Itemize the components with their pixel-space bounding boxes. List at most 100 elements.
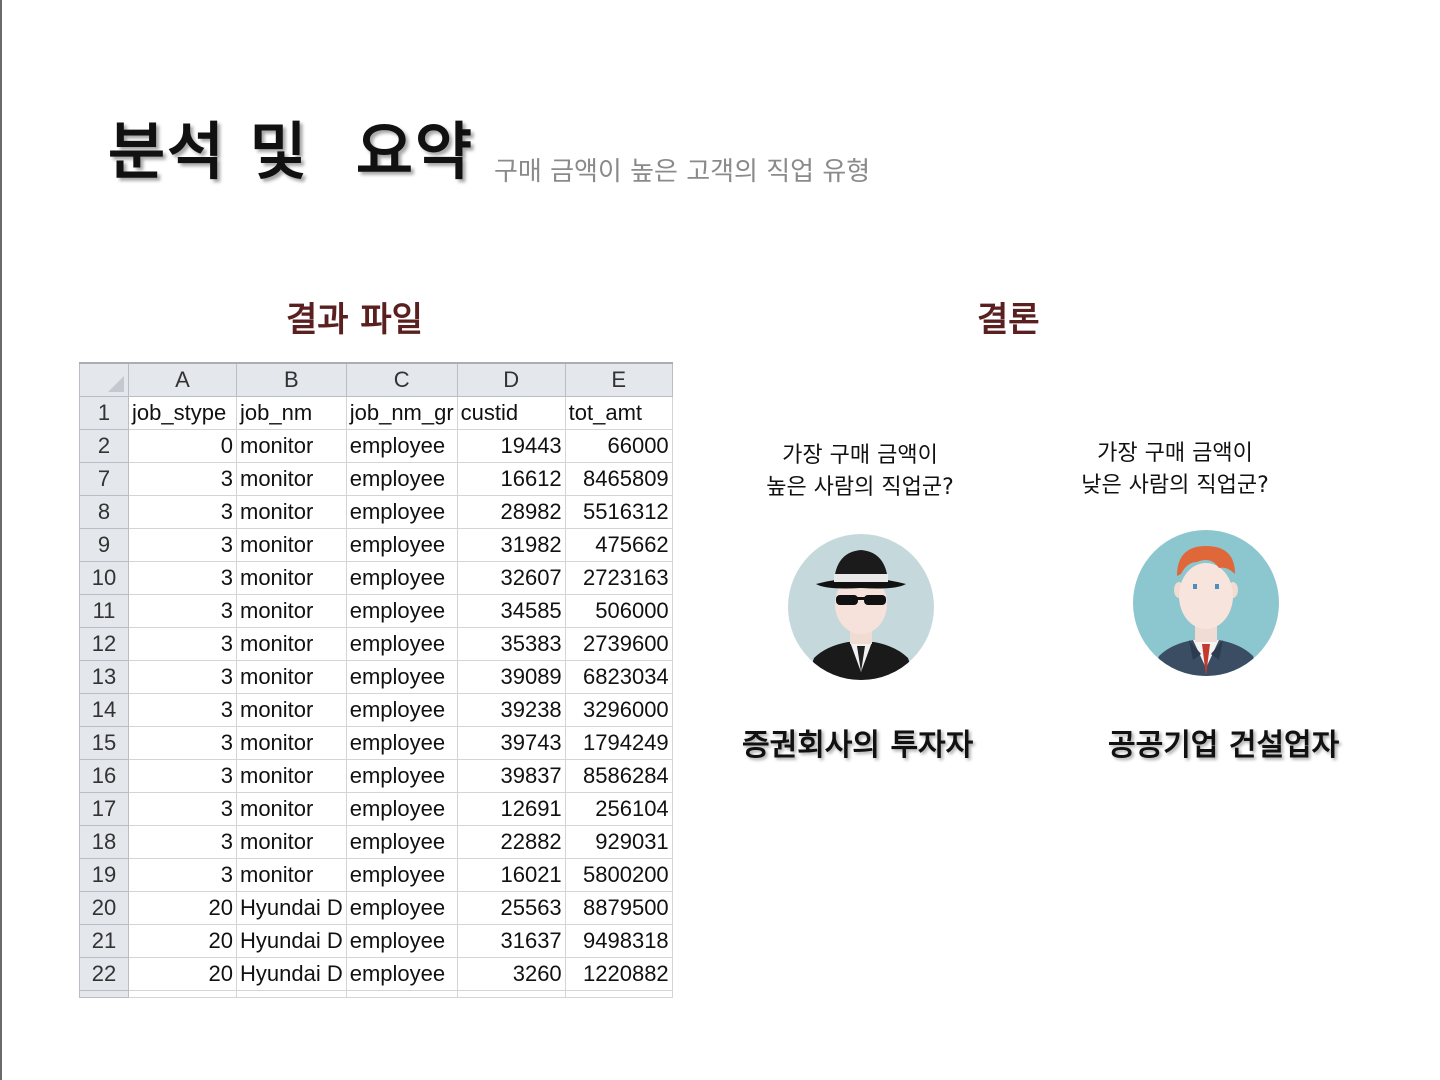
column-header-a[interactable]: A [128, 362, 237, 397]
cell-col-c[interactable]: employee [345, 759, 458, 793]
cell-col-c[interactable]: employee [345, 693, 458, 727]
cell-col-a[interactable]: 3 [128, 528, 237, 562]
cell-col-b[interactable]: monitor [236, 495, 347, 529]
row-header[interactable]: 17 [79, 792, 129, 826]
cell-col-a[interactable]: 3 [128, 792, 237, 826]
cell-col-b[interactable]: monitor [236, 726, 347, 760]
cell-col-d[interactable]: custid [456, 396, 566, 430]
row-header[interactable]: 20 [79, 891, 129, 925]
cell-col-b[interactable]: monitor [236, 429, 347, 463]
cell-col-d[interactable]: 39837 [456, 759, 566, 793]
cell-col-a[interactable]: 20 [128, 891, 237, 925]
cell-col-d[interactable]: 19443 [456, 429, 566, 463]
cell-col-b[interactable]: monitor [236, 528, 347, 562]
cell-col-e[interactable]: 8465809 [564, 462, 673, 496]
cell-col-c[interactable]: employee [345, 660, 458, 694]
row-header[interactable]: 19 [79, 858, 129, 892]
row-header[interactable]: 8 [79, 495, 129, 529]
cell-col-a[interactable]: 3 [128, 858, 237, 892]
cell-col-a[interactable]: 3 [128, 462, 237, 496]
cell-col-e[interactable]: 6823034 [564, 660, 673, 694]
cell-col-c[interactable]: job_nm_gr [345, 396, 458, 430]
row-header[interactable]: 18 [79, 825, 129, 859]
cell-col-b[interactable]: job_nm [236, 396, 347, 430]
cell-col-d[interactable]: 3260 [456, 957, 566, 991]
cell-col-b[interactable]: monitor [236, 693, 347, 727]
cell-col-e[interactable]: 5800200 [564, 858, 673, 892]
cell-col-d[interactable]: 28982 [456, 495, 566, 529]
cell-col-c[interactable]: employee [345, 627, 458, 661]
cell-col-a[interactable]: 3 [128, 594, 237, 628]
cell-col-a[interactable]: 3 [128, 726, 237, 760]
cell-col-b[interactable]: Hyundai D [236, 924, 347, 958]
cell-col-c[interactable]: employee [345, 462, 458, 496]
cell-col-c[interactable]: employee [345, 594, 458, 628]
cell-col-c[interactable]: employee [345, 429, 458, 463]
cell-col-c[interactable]: employee [345, 957, 458, 991]
cell-col-d[interactable]: 39238 [456, 693, 566, 727]
cell-col-c[interactable]: employee [345, 792, 458, 826]
cell-col-b[interactable]: Hyundai D [236, 891, 347, 925]
row-header[interactable]: 15 [79, 726, 129, 760]
cell-col-c[interactable]: employee [345, 825, 458, 859]
cell-col-c[interactable]: employee [345, 858, 458, 892]
cell-col-c[interactable]: employee [345, 561, 458, 595]
cell-col-d[interactable]: 39743 [456, 726, 566, 760]
select-all-corner[interactable] [79, 362, 129, 397]
cell-col-e[interactable]: 8879500 [564, 891, 673, 925]
row-header[interactable]: 21 [79, 924, 129, 958]
cell-col-e[interactable]: 5516312 [564, 495, 673, 529]
row-header[interactable]: 12 [79, 627, 129, 661]
cell-col-e[interactable]: 1794249 [564, 726, 673, 760]
row-header[interactable]: 22 [79, 957, 129, 991]
row-header[interactable]: 11 [79, 594, 129, 628]
row-header[interactable]: 1 [79, 396, 129, 430]
cell-col-c[interactable]: employee [345, 891, 458, 925]
cell-col-e[interactable]: 256104 [564, 792, 673, 826]
cell-col-e[interactable]: 9498318 [564, 924, 673, 958]
row-header[interactable]: 13 [79, 660, 129, 694]
cell-col-e[interactable]: 8586284 [564, 759, 673, 793]
cell-col-d[interactable]: 12691 [456, 792, 566, 826]
cell-col-d[interactable]: 35383 [456, 627, 566, 661]
column-header-b[interactable]: B [236, 362, 347, 397]
cell-col-b[interactable]: monitor [236, 759, 347, 793]
cell-col-e[interactable]: tot_amt [564, 396, 673, 430]
cell-col-b[interactable]: monitor [236, 561, 347, 595]
cell-col-e[interactable]: 929031 [564, 825, 673, 859]
column-header-c[interactable]: C [345, 362, 458, 397]
cell-col-d[interactable]: 34585 [456, 594, 566, 628]
cell-col-d[interactable]: 39089 [456, 660, 566, 694]
cell-col-a[interactable]: 3 [128, 561, 237, 595]
cell-col-a[interactable]: 20 [128, 957, 237, 991]
cell-col-e[interactable]: 2739600 [564, 627, 673, 661]
row-header[interactable]: 2 [79, 429, 129, 463]
cell-col-b[interactable]: monitor [236, 627, 347, 661]
column-header-e[interactable]: E [564, 362, 673, 397]
cell-col-e[interactable]: 1220882 [564, 957, 673, 991]
cell-col-b[interactable]: monitor [236, 858, 347, 892]
cell-col-a[interactable]: 20 [128, 924, 237, 958]
cell-col-b[interactable]: monitor [236, 594, 347, 628]
cell-col-d[interactable]: 31982 [456, 528, 566, 562]
cell-col-a[interactable]: 3 [128, 495, 237, 529]
cell-col-d[interactable]: 16021 [456, 858, 566, 892]
cell-col-e[interactable]: 2723163 [564, 561, 673, 595]
cell-col-a[interactable]: 3 [128, 693, 237, 727]
cell-col-d[interactable]: 32607 [456, 561, 566, 595]
cell-col-b[interactable]: monitor [236, 462, 347, 496]
row-header[interactable]: 16 [79, 759, 129, 793]
cell-col-e[interactable]: 3296000 [564, 693, 673, 727]
cell-col-a[interactable]: 3 [128, 627, 237, 661]
row-header[interactable]: 9 [79, 528, 129, 562]
cell-col-a[interactable]: 3 [128, 825, 237, 859]
cell-col-c[interactable]: employee [345, 495, 458, 529]
row-header[interactable]: 10 [79, 561, 129, 595]
cell-col-b[interactable]: monitor [236, 660, 347, 694]
cell-col-e[interactable]: 475662 [564, 528, 673, 562]
cell-col-d[interactable]: 31637 [456, 924, 566, 958]
cell-col-a[interactable]: 3 [128, 660, 237, 694]
cell-col-a[interactable]: job_stype [128, 396, 237, 430]
cell-col-a[interactable]: 0 [128, 429, 237, 463]
cell-col-a[interactable]: 3 [128, 759, 237, 793]
